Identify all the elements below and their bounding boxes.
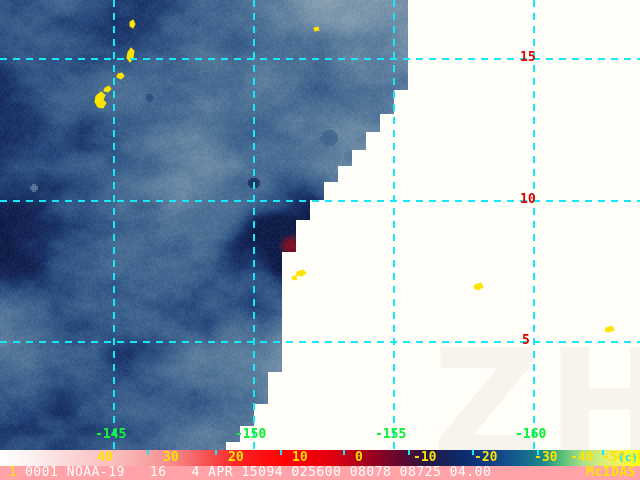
status-frame-number: 1 (8, 465, 17, 480)
color-bar-tick (215, 450, 217, 455)
color-bar-label-10: 10 (292, 450, 308, 465)
grid-line-lon--155 (393, 0, 395, 450)
color-bar-tick (602, 450, 604, 455)
color-bar-label--50: -50 (602, 450, 626, 465)
copyright-mark: (c) (618, 451, 638, 464)
status-text: 1 0001 NOAA-19 16 4 APR 15094 025600 080… (0, 466, 640, 480)
color-bar-tick (408, 450, 410, 455)
color-bar-label--30: -30 (534, 450, 558, 465)
lon-label--145: -145 (95, 427, 127, 442)
lon-label--155: -155 (375, 427, 407, 442)
grid-line-lon--145 (113, 0, 115, 450)
color-bar-tick (343, 450, 345, 455)
coastline-overlay (94, 19, 615, 333)
color-bar-label-30: 30 (163, 450, 179, 465)
status-bar: 1 0001 NOAA-19 16 4 APR 15094 025600 080… (0, 466, 640, 480)
color-bar-label-20: 20 (228, 450, 244, 465)
satellite-image-panel[interactable]: ZH -145 -150 -155 (0, 0, 640, 450)
grid-line-lat-5 (0, 341, 640, 343)
grid-line-lat-15 (0, 58, 640, 60)
lon-label--160: -160 (515, 427, 547, 442)
color-bar-label--20: -20 (474, 450, 498, 465)
color-bar-label--60: -60 (630, 450, 640, 465)
mcidas-brand-label: McIDAS (586, 465, 636, 480)
lat-label-15: 15 (520, 50, 536, 65)
lat-label-5: 5 (522, 333, 530, 348)
temperature-color-bar[interactable]: 40 30 20 10 0 -10 -20 -30 -40 -50 -60 (c) (0, 450, 640, 466)
color-bar-gradient (0, 450, 640, 466)
color-bar-label--10: -10 (413, 450, 437, 465)
grid-line-lon--150 (253, 0, 255, 450)
color-bar-tick (147, 450, 149, 455)
lat-label-10: 10 (520, 192, 536, 207)
watermark: ZH (432, 318, 640, 450)
grid-line-lon--160 (533, 0, 535, 450)
color-bar-tick (472, 450, 474, 455)
status-metadata: 0001 NOAA-19 16 4 APR 15094 025600 08078… (16, 465, 492, 480)
lon-label--150: -150 (235, 427, 267, 442)
color-bar-label-0: 0 (355, 450, 363, 465)
color-bar-label--40: -40 (570, 450, 594, 465)
grid-line-lat-10 (0, 200, 640, 202)
color-bar-tick (280, 450, 282, 455)
color-bar-tick (537, 450, 539, 455)
color-bar-label-40: 40 (97, 450, 113, 465)
